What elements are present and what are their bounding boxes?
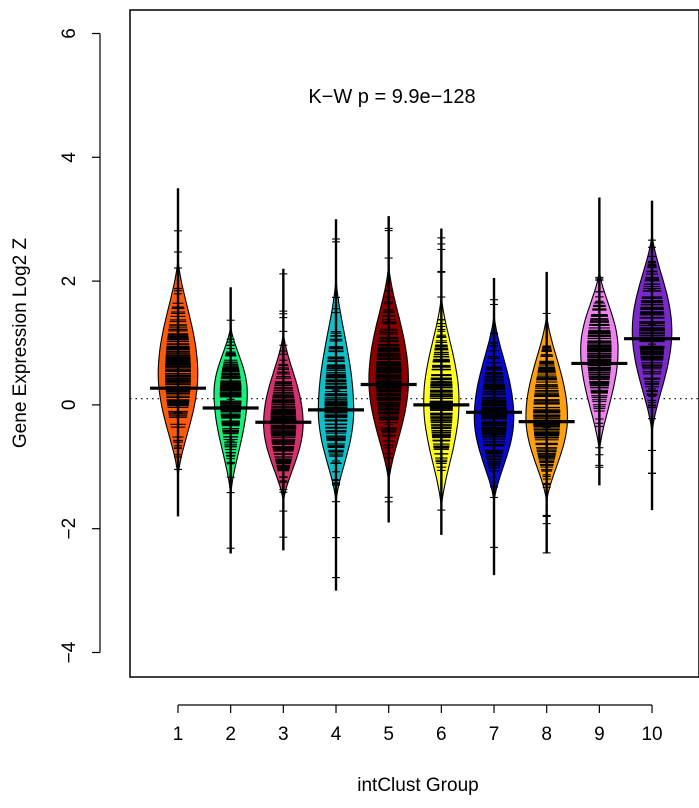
violin-group-3 [255, 268, 312, 551]
y-tick-label: 2 [59, 276, 80, 287]
bean-marks [481, 299, 507, 548]
x-tick-label: 1 [173, 724, 184, 745]
bean-marks [219, 319, 242, 549]
bean-marks [165, 230, 191, 470]
violin-group-9 [571, 197, 628, 486]
x-tick-label: 7 [489, 724, 500, 745]
bean-marks [429, 237, 453, 511]
bean-marks [324, 238, 348, 579]
violin-group-10 [624, 200, 681, 511]
bean-marks [375, 227, 402, 503]
plot-frame [129, 9, 699, 678]
x-tick-label: 3 [278, 724, 289, 745]
bean-marks [639, 239, 665, 474]
violin-layer [150, 188, 681, 591]
violin-group-4 [308, 219, 365, 591]
y-tick-label: 4 [59, 152, 80, 163]
y-axis-title: Gene Expression Log2 Z [10, 238, 31, 449]
violin-group-1 [150, 188, 206, 517]
violin-group-7 [466, 278, 523, 576]
x-tick-label: 9 [594, 724, 605, 745]
x-tick-label: 6 [436, 724, 447, 745]
x-axis-title: intClust Group [357, 775, 478, 796]
x-tick-label: 8 [541, 724, 552, 745]
y-axis: −4 −2 0 2 4 6 [59, 28, 101, 663]
x-tick-label: 10 [641, 724, 662, 745]
y-tick-label: −2 [59, 518, 80, 540]
violin-group-5 [360, 216, 417, 523]
y-tick-label: 0 [59, 400, 80, 411]
x-tick-label: 5 [383, 724, 394, 745]
x-axis: 1 2 3 4 5 6 7 8 9 10 [173, 704, 663, 745]
annotation-text: K−W p = 9.9e−128 [308, 86, 475, 108]
y-tick-label: −4 [59, 641, 80, 663]
x-tick-label: 2 [225, 724, 236, 745]
violin-group-8 [518, 271, 575, 554]
violin-group-6 [413, 228, 470, 535]
bean-marks [533, 312, 561, 554]
violin-group-2 [202, 287, 259, 554]
y-tick-label: 6 [59, 28, 80, 39]
x-tick-label: 4 [331, 724, 342, 745]
